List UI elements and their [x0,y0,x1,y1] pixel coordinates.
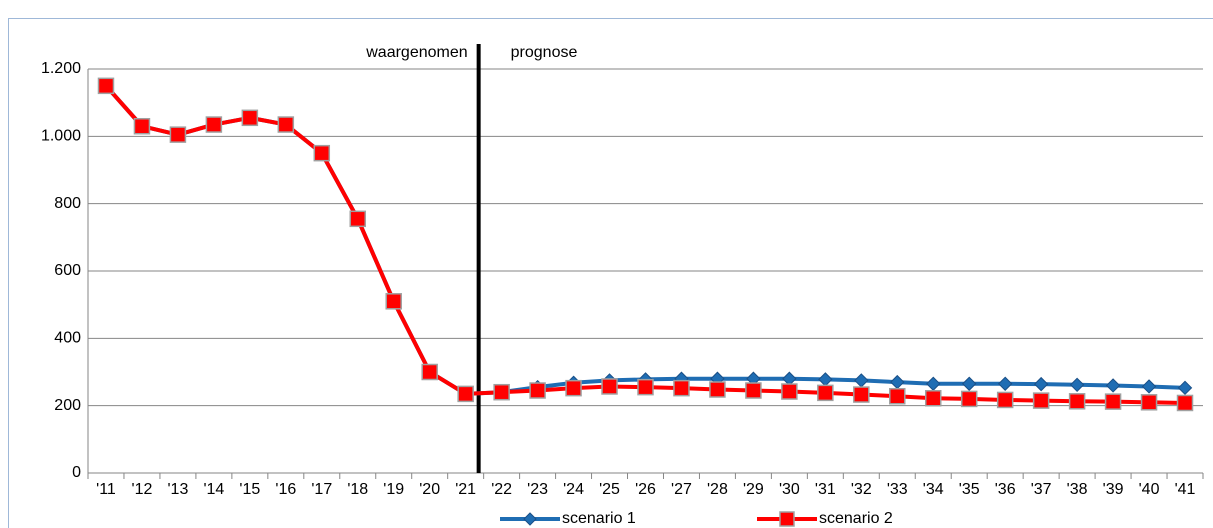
point [853,386,870,403]
x-tick-label: '32 [851,481,872,498]
x-tick-label: '17 [311,481,332,498]
point [1140,394,1158,411]
point [565,379,582,397]
point [997,376,1013,391]
point [529,382,546,399]
point [817,384,834,402]
point [996,391,1014,409]
x-tick-label: '14 [203,481,224,498]
point [169,126,187,143]
x-tick-label: '21 [455,481,476,498]
legend-marker [779,511,795,527]
point [493,383,510,401]
x-tick-label: '20 [419,481,440,498]
x-tick-label: '39 [1103,481,1124,498]
x-tick-label: '18 [347,481,368,498]
point [781,383,798,400]
x-tick-label: '26 [635,481,656,498]
x-tick-label: '30 [779,481,800,498]
x-tick-label: '41 [1175,481,1196,498]
x-tick-label: '38 [1067,481,1088,498]
point [962,376,977,391]
point [313,144,331,162]
y-tick-label: 600 [54,262,81,279]
x-tick-label: '37 [1031,481,1052,498]
point [205,116,223,133]
x-tick-label: '27 [671,481,692,498]
point [1177,380,1193,396]
x-tick-label: '19 [383,481,404,498]
point [745,382,762,399]
y-tick-label: 0 [72,464,81,481]
point [924,390,942,407]
point [241,109,259,127]
point [673,379,690,397]
point [960,390,978,408]
y-tick-label: 1.000 [41,128,81,145]
x-tick-label: '12 [132,481,153,498]
x-tick-label: '13 [167,481,188,498]
y-tick-label: 800 [54,195,81,212]
y-tick-label: 400 [54,330,81,347]
x-tick-label: '36 [995,481,1016,498]
point [421,363,438,381]
point [385,293,402,310]
x-tick-label: '25 [599,481,620,498]
x-tick-label: '34 [923,481,944,498]
y-tick-label: 200 [54,397,81,414]
x-tick-label: '16 [275,481,296,498]
x-tick-label: '35 [959,481,980,498]
point [277,116,295,133]
point [709,381,726,398]
y-tick-label: 1.200 [41,60,81,77]
x-tick-label: '40 [1139,481,1160,498]
point [1141,379,1157,394]
annotation: prognose [511,44,578,61]
x-tick-label: '22 [491,481,512,498]
x-tick-label: '33 [887,481,908,498]
point [133,117,151,135]
x-tick-label: '11 [96,481,116,498]
legend-label: scenario 1 [562,510,636,527]
point [349,210,367,228]
x-tick-label: '28 [707,481,728,498]
point [1068,393,1086,410]
point [637,378,654,396]
point [889,387,906,405]
point [97,77,115,95]
point [457,385,474,403]
chart-frame [8,18,1213,528]
x-tick-label: '29 [743,481,764,498]
annotation: waargenomen [365,44,467,61]
x-tick-label: '31 [815,481,836,498]
x-tick-label: '23 [527,481,548,498]
point [1032,392,1050,409]
point [1105,378,1121,393]
legend-marker [523,512,537,526]
point [601,378,618,395]
legend-label: scenario 2 [819,510,893,527]
point [1069,377,1085,393]
x-tick-label: '15 [239,481,260,498]
point [1176,394,1194,412]
point [1104,393,1122,410]
point [1033,376,1049,392]
x-tick-label: '24 [563,481,584,498]
